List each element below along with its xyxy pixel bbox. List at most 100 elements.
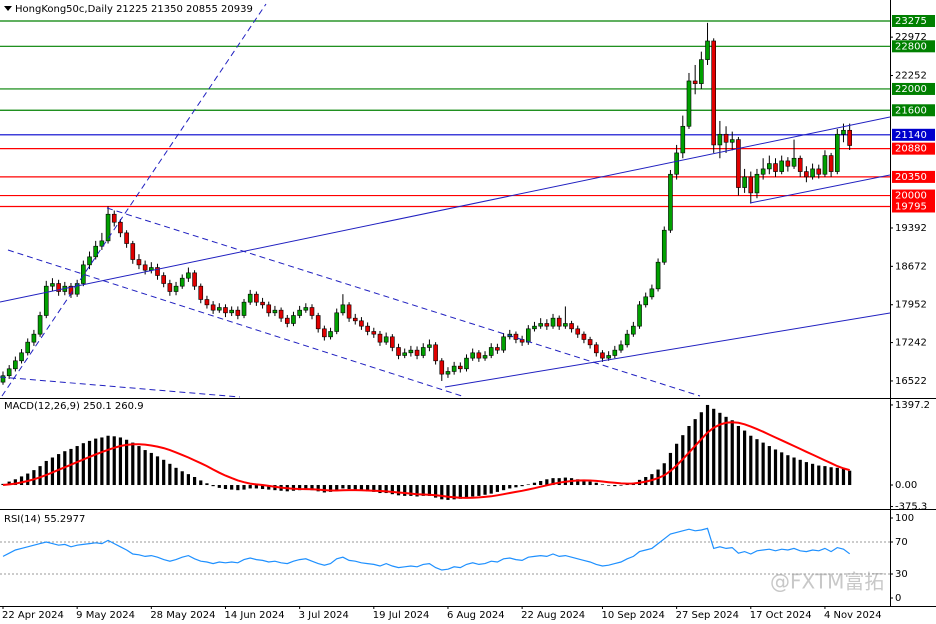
candle-body (136, 259, 142, 266)
candle-body (760, 168, 766, 175)
x-tick-label: 14 Jun 2024 (224, 610, 284, 621)
candle-body (680, 125, 686, 154)
macd-bar (582, 480, 586, 486)
y-tick-label: 70 (895, 537, 908, 548)
macd-bar (186, 474, 190, 486)
candle-body (451, 365, 457, 372)
macd-bar (730, 420, 734, 486)
candle-body (402, 352, 408, 356)
candle-body (81, 264, 86, 284)
x-tick-label: 6 Aug 2024 (447, 610, 505, 621)
macd-bar (724, 416, 728, 486)
y-tick-label: -375.3 (895, 502, 927, 513)
rsi-line (2, 527, 851, 571)
macd-bar (545, 479, 549, 486)
level-label: 21140 (895, 130, 927, 141)
y-tick-label: 22252 (895, 71, 927, 82)
macd-bar (192, 476, 197, 486)
candle-body (309, 307, 315, 316)
x-tick-label: 28 May 2024 (150, 610, 215, 621)
candle-body (50, 283, 55, 287)
candle-body (229, 309, 234, 314)
candle-body (686, 80, 692, 127)
macd-bar (668, 452, 673, 486)
trend-line (749, 174, 891, 204)
candle-body (723, 133, 729, 143)
macd-bar (607, 485, 611, 486)
candle-body (822, 155, 828, 175)
candle-body (291, 315, 296, 324)
level-label: 21600 (895, 105, 927, 116)
trend-line (1, 3, 267, 397)
trend-line (0, 116, 891, 303)
candle-body (606, 355, 611, 359)
candle-body (37, 315, 43, 335)
candle-body (699, 59, 704, 84)
macd-bar (773, 449, 778, 486)
candle-body (612, 349, 618, 356)
candle-body (284, 317, 290, 324)
candle-body (186, 272, 191, 279)
candle-body (322, 328, 327, 338)
macd-bar (87, 440, 92, 486)
macd-bar (699, 412, 703, 486)
macd-bar (44, 460, 48, 486)
macd-bar (829, 467, 833, 486)
candle-body (173, 285, 179, 292)
candle-body (643, 296, 649, 306)
macd-bar (32, 470, 36, 486)
macd-bar (162, 459, 166, 486)
macd-bar (223, 485, 228, 490)
level-label-box (892, 40, 935, 53)
candle-body (118, 221, 123, 234)
level-label-box (892, 142, 935, 155)
macd-bar (13, 479, 17, 486)
macd-bar (539, 481, 543, 486)
candle-body (340, 304, 346, 314)
macd-bar (823, 466, 827, 486)
macd-bar (625, 484, 629, 486)
macd-bar (421, 485, 425, 496)
macd-bar (514, 485, 518, 488)
candle-body (458, 365, 463, 370)
candle-body (427, 344, 432, 348)
candle-body (278, 309, 284, 319)
macd-bar (242, 485, 246, 490)
candle-body (538, 323, 543, 327)
macd-bar (174, 467, 178, 486)
x-tick-label: 9 May 2024 (76, 610, 135, 621)
macd-bar (81, 443, 85, 486)
trend-line (7, 249, 466, 398)
candle-body (43, 285, 49, 316)
macd-bar (335, 485, 339, 491)
candle-body (717, 133, 723, 146)
level-label: 20880 (895, 144, 927, 155)
candle-body (655, 261, 661, 290)
candle-body (563, 323, 568, 327)
macd-bar (718, 412, 722, 486)
candle-body (550, 317, 556, 327)
macd-bar (458, 485, 462, 499)
candle-body (791, 157, 797, 167)
macd-bar (100, 437, 104, 486)
candle-body (804, 171, 809, 178)
candle-body (767, 163, 772, 170)
macd-bar (712, 408, 716, 486)
candle-body (390, 336, 395, 348)
macd-bar (761, 442, 765, 486)
macd-bar (260, 485, 265, 490)
macd-bar (236, 485, 240, 491)
candle-body (600, 352, 605, 359)
macd-bar (390, 485, 394, 495)
macd-bar (106, 435, 110, 486)
candle-body (383, 336, 389, 343)
trend-line (444, 312, 891, 388)
candle-body (334, 312, 340, 332)
macd-bar (118, 437, 123, 486)
candle-body (797, 157, 803, 172)
candle-body (19, 352, 24, 362)
y-tick-label: 1397.2 (895, 400, 930, 411)
macd-bar (38, 466, 42, 486)
macd-bar (786, 455, 790, 486)
